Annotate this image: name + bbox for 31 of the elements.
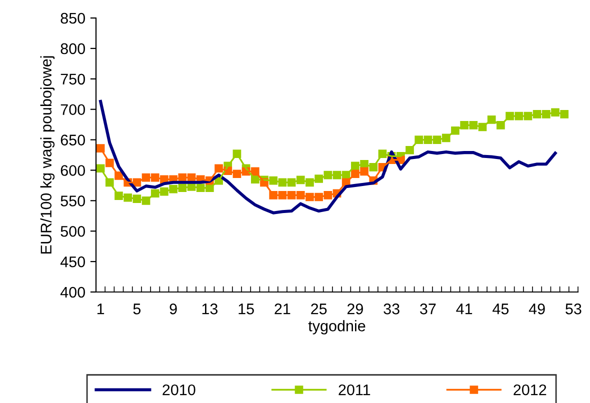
y-tick-label: 550 (60, 196, 85, 206)
y-tick-label: 650 (60, 134, 85, 146)
y-tick-label: 500 (60, 226, 85, 237)
legend-label: 2011 (338, 384, 370, 396)
x-tick-label: 49 (528, 304, 545, 314)
y-tick-label: 400 (60, 286, 85, 298)
legend-label: 2010 (162, 384, 196, 396)
x-tick-label: 1 (97, 304, 104, 314)
line-series (99, 100, 557, 214)
point (560, 110, 569, 118)
y-tick-label: 850 (60, 12, 85, 24)
x-tick-label: 45 (492, 304, 509, 314)
x-tick-label: 15 (238, 304, 254, 314)
legend-label: 2012 (514, 384, 546, 396)
x-tick-label: 29 (347, 304, 363, 314)
x-axis-title: tygodnie (308, 320, 366, 334)
x-tick-label: 9 (170, 304, 177, 314)
x-tick-label: 5 (133, 304, 141, 314)
y-tick-label: 700 (60, 104, 85, 116)
x-tick-label: 25 (311, 304, 327, 314)
x-tick-label: 37 (420, 304, 436, 314)
x-tick-label: 33 (384, 304, 400, 314)
y-tick-label: 450 (60, 256, 85, 268)
y-tick-label: 750 (60, 74, 85, 85)
y-tick-label: 600 (60, 165, 85, 176)
y-tick-label: 800 (60, 43, 85, 54)
y-axis-title: EUR/100 kg wagi poubojowej (40, 56, 55, 254)
x-tick-label: 13 (202, 304, 218, 314)
x-tick-label: 21 (274, 304, 290, 314)
x-tick-label: 41 (456, 304, 472, 314)
x-tick-label: 53 (566, 304, 582, 314)
